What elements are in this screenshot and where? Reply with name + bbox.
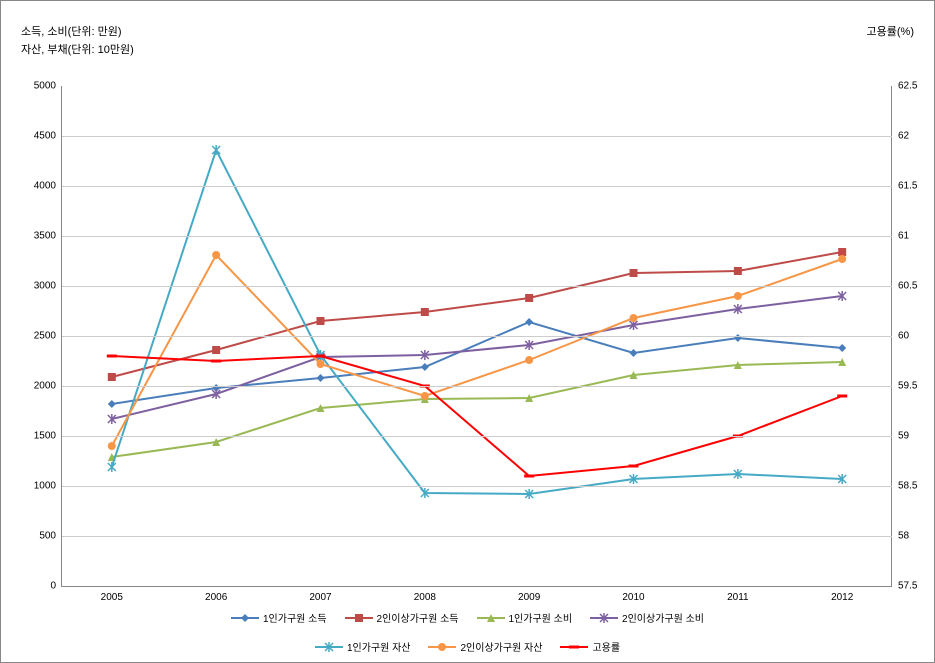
data-marker xyxy=(630,269,638,277)
y1-tick-label: 1000 xyxy=(16,481,56,492)
series-line xyxy=(112,296,842,419)
x-tick-label: 2008 xyxy=(414,592,436,603)
legend-label: 1인가구원 소비 xyxy=(509,610,573,625)
legend-swatch xyxy=(560,640,588,654)
legend-item: 1인가구원 소비 xyxy=(477,610,573,625)
x-tick-label: 2007 xyxy=(309,592,331,603)
legend-label: 2인이상가구원 소득 xyxy=(377,610,459,625)
legend-item: 2인이상가구원 소득 xyxy=(345,610,459,625)
gridline xyxy=(62,136,892,137)
gridline xyxy=(62,336,892,337)
legend-swatch xyxy=(590,611,618,625)
data-marker xyxy=(421,308,429,316)
data-marker xyxy=(630,314,638,322)
y1-axis-title-line2: 자산, 부채(단위: 10만원) xyxy=(21,41,134,57)
y2-tick-label: 58.5 xyxy=(898,481,935,492)
y1-tick-label: 500 xyxy=(16,531,56,542)
y2-tick-label: 58 xyxy=(898,531,935,542)
y1-tick-label: 2000 xyxy=(16,381,56,392)
gridline xyxy=(62,186,892,187)
data-marker xyxy=(108,400,116,408)
gridline xyxy=(62,386,892,387)
y1-tick-label: 3000 xyxy=(16,281,56,292)
gridline xyxy=(62,436,892,437)
legend-item: 2인이상가구원 소비 xyxy=(590,610,704,625)
legend-swatch xyxy=(477,611,505,625)
y2-tick-label: 62 xyxy=(898,131,935,142)
data-marker xyxy=(630,349,638,357)
data-marker xyxy=(734,292,742,300)
y1-tick-label: 3500 xyxy=(16,231,56,242)
y1-tick-label: 4000 xyxy=(16,181,56,192)
y2-tick-label: 60 xyxy=(898,331,935,342)
y1-axis-title: 소득, 소비(단위: 만원) 자산, 부채(단위: 10만원) xyxy=(21,23,134,57)
data-marker xyxy=(734,267,742,275)
data-marker xyxy=(316,317,324,325)
legend-row: 1인가구원 소득 2인이상가구원 소득 1인가구원 소비 2인이상가구원 소비 xyxy=(41,610,894,625)
x-tick-label: 2011 xyxy=(727,592,749,603)
x-tick-label: 2012 xyxy=(831,592,853,603)
y2-tick-label: 62.5 xyxy=(898,81,935,92)
gridline xyxy=(62,486,892,487)
data-marker xyxy=(838,248,846,256)
data-marker xyxy=(525,356,533,364)
legend-swatch xyxy=(315,640,343,654)
data-marker xyxy=(212,346,220,354)
series-line xyxy=(112,362,842,457)
y1-tick-label: 2500 xyxy=(16,331,56,342)
y2-tick-label: 61.5 xyxy=(898,181,935,192)
data-marker xyxy=(108,442,116,450)
y1-tick-label: 0 xyxy=(16,581,56,592)
gridline xyxy=(62,536,892,537)
x-tick-label: 2006 xyxy=(205,592,227,603)
data-marker xyxy=(316,374,324,382)
y1-axis-title-line1: 소득, 소비(단위: 만원) xyxy=(21,23,134,39)
x-tick-label: 2010 xyxy=(622,592,644,603)
legend-item: 1인가구원 소득 xyxy=(231,610,327,625)
data-marker xyxy=(212,145,220,155)
legend-label: 2인이상가구원 자산 xyxy=(460,639,542,654)
series-line xyxy=(112,252,842,377)
x-tick-label: 2009 xyxy=(518,592,540,603)
data-marker xyxy=(421,392,429,400)
legend-label: 1인가구원 자산 xyxy=(347,639,411,654)
data-marker xyxy=(108,373,116,381)
y1-tick-label: 4500 xyxy=(16,131,56,142)
legend-row: 1인가구원 자산 2인이상가구원 자산 고용률 xyxy=(41,639,894,654)
legend-item: 고용률 xyxy=(560,639,620,654)
legend-label: 1인가구원 소득 xyxy=(263,610,327,625)
legend-item: 1인가구원 자산 xyxy=(315,639,411,654)
legend: 1인가구원 소득2인이상가구원 소득1인가구원 소비2인이상가구원 소비1인가구… xyxy=(1,610,934,654)
y1-tick-label: 5000 xyxy=(16,81,56,92)
y2-tick-label: 61 xyxy=(898,231,935,242)
legend-label: 고용률 xyxy=(592,639,620,654)
legend-item: 2인이상가구원 자산 xyxy=(428,639,542,654)
x-tick-label: 2005 xyxy=(101,592,123,603)
gridline xyxy=(62,286,892,287)
data-marker xyxy=(421,363,429,371)
data-marker xyxy=(838,344,846,352)
gridline xyxy=(62,236,892,237)
data-marker xyxy=(838,255,846,263)
y2-tick-label: 57.5 xyxy=(898,581,935,592)
y1-tick-label: 1500 xyxy=(16,431,56,442)
data-marker xyxy=(212,251,220,259)
legend-swatch xyxy=(428,640,456,654)
data-marker xyxy=(316,360,324,368)
data-marker xyxy=(108,462,116,472)
legend-swatch xyxy=(231,611,259,625)
chart-container: 소득, 소비(단위: 만원) 자산, 부채(단위: 10만원) 고용률(%) 0… xyxy=(0,0,935,663)
data-marker xyxy=(525,294,533,302)
y2-tick-label: 59.5 xyxy=(898,381,935,392)
legend-label: 2인이상가구원 소비 xyxy=(622,610,704,625)
series-line xyxy=(112,150,842,494)
series-line xyxy=(112,356,842,476)
y2-tick-label: 59 xyxy=(898,431,935,442)
legend-swatch xyxy=(345,611,373,625)
y2-tick-label: 60.5 xyxy=(898,281,935,292)
plot-area: 0500100015002000250030003500400045005000… xyxy=(61,86,892,587)
y2-axis-title: 고용률(%) xyxy=(867,23,914,39)
data-marker xyxy=(525,318,533,326)
